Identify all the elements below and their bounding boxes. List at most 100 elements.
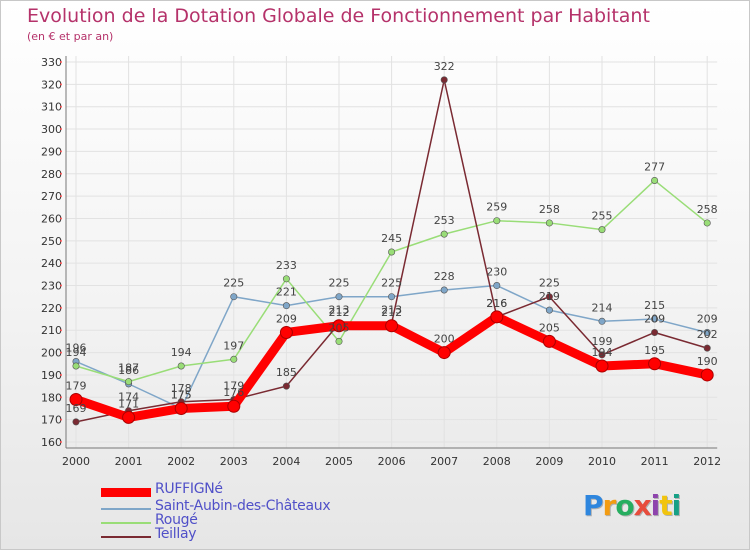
- x-tick-label: 2010: [588, 455, 616, 468]
- data-label: 194: [171, 346, 192, 359]
- data-label: 216: [486, 297, 507, 310]
- data-label: 230: [486, 266, 507, 279]
- data-point: [493, 217, 501, 225]
- data-point: [69, 393, 83, 407]
- data-point: [545, 306, 553, 314]
- data-point: [72, 362, 80, 370]
- legend-label-saint-aubin: Saint-Aubin-des-Châteaux: [155, 498, 331, 514]
- data-point: [542, 334, 556, 348]
- data-label: 178: [171, 382, 192, 395]
- data-label: 221: [276, 286, 297, 299]
- y-tick-marker: [60, 61, 62, 63]
- y-tick-marker: [60, 306, 62, 309]
- y-tick-label: 280: [41, 168, 62, 181]
- y-tick-label: 230: [41, 280, 62, 293]
- y-tick-label: 250: [41, 235, 62, 248]
- y-tick-label: 160: [41, 436, 62, 449]
- data-label: 216: [486, 297, 507, 310]
- data-label: 245: [381, 232, 402, 245]
- data-point: [703, 219, 711, 227]
- y-tick-marker: [60, 284, 62, 287]
- x-axis-ticks: 2000 2001 2002 2003 2004 2005 2006 2007 2008 2009…: [62, 455, 721, 468]
- data-label: 199: [592, 335, 613, 348]
- data-label: 212: [381, 306, 402, 319]
- data-point: [595, 359, 609, 373]
- y-tick-label: 320: [41, 78, 62, 91]
- data-point: [703, 328, 711, 336]
- logo-letter: P: [583, 489, 604, 522]
- chart-title: Evolution de la Dotation Globale de Fonc…: [27, 5, 650, 27]
- y-tick-marker: [60, 441, 62, 443]
- data-point: [227, 399, 241, 413]
- data-point: [174, 401, 188, 415]
- data-point: [335, 293, 343, 301]
- data-label: 225: [381, 277, 402, 290]
- x-tick-label: 2012: [693, 455, 721, 468]
- data-point: [545, 219, 553, 227]
- x-tick-label: 2002: [167, 455, 195, 468]
- data-label: 213: [381, 304, 402, 317]
- data-point: [651, 176, 659, 184]
- data-label: 175: [171, 388, 192, 401]
- series-group: [69, 76, 714, 426]
- logo-letter: r: [602, 489, 617, 522]
- legend-swatch-teillay: [101, 536, 151, 538]
- data-label: 186: [118, 364, 139, 377]
- legend-swatch-ruffigne: [101, 488, 151, 497]
- data-label: 190: [697, 355, 718, 368]
- data-label: 322: [434, 60, 455, 73]
- data-point: [230, 355, 238, 363]
- data-point: [335, 337, 343, 345]
- x-tick-label: 2000: [62, 455, 90, 468]
- legend-swatch-rouge: [101, 522, 151, 524]
- data-point: [72, 418, 80, 426]
- y-tick-label: 190: [41, 369, 62, 382]
- data-label: 202: [697, 328, 718, 341]
- data-label: 253: [434, 214, 455, 227]
- data-label: 200: [434, 333, 455, 346]
- data-point: [598, 317, 606, 325]
- data-point: [703, 344, 711, 352]
- y-tick-marker: [60, 83, 62, 86]
- data-label: 195: [644, 344, 665, 357]
- x-tick-label: 2011: [641, 455, 669, 468]
- data-label: 213: [329, 304, 350, 317]
- data-point: [545, 293, 553, 301]
- legend-label-ruffigne: RUFFIGNé: [155, 481, 223, 497]
- data-label: 258: [697, 203, 718, 216]
- data-point: [440, 230, 448, 238]
- x-tick-label: 2001: [115, 455, 143, 468]
- data-point: [388, 248, 396, 256]
- y-tick-label: 200: [41, 347, 62, 360]
- y-tick-label: 180: [41, 391, 62, 404]
- y-tick-label: 260: [41, 212, 62, 225]
- data-label: 175: [171, 388, 192, 401]
- data-label: 233: [276, 259, 297, 272]
- data-label: 171: [118, 397, 139, 410]
- data-label: 179: [66, 380, 87, 393]
- y-tick-marker: [60, 195, 62, 198]
- data-point: [440, 286, 448, 294]
- data-label: 209: [276, 312, 297, 325]
- legend-swatch-saint-aubin: [101, 508, 151, 510]
- y-tick-label: 210: [41, 324, 62, 337]
- data-label: 255: [592, 210, 613, 223]
- x-tick-label: 2004: [272, 455, 300, 468]
- data-label: 212: [329, 306, 350, 319]
- y-tick-marker: [60, 128, 62, 131]
- data-label: 228: [434, 270, 455, 283]
- data-point: [177, 362, 185, 370]
- y-tick-label: 240: [41, 257, 62, 270]
- data-label: 225: [223, 277, 244, 290]
- data-label: 225: [329, 277, 350, 290]
- x-tick-label: 2006: [378, 455, 406, 468]
- data-label: 205: [539, 321, 560, 334]
- logo-letter: i: [671, 489, 682, 522]
- logo-letter: x: [633, 489, 652, 522]
- y-tick-marker: [60, 239, 62, 242]
- data-point: [125, 378, 133, 386]
- data-point: [385, 319, 399, 333]
- y-axis-ticks: 160 170 180 190 200 210 220 230 240 250 260 270 280 2…: [41, 56, 62, 449]
- data-label: 225: [539, 277, 560, 290]
